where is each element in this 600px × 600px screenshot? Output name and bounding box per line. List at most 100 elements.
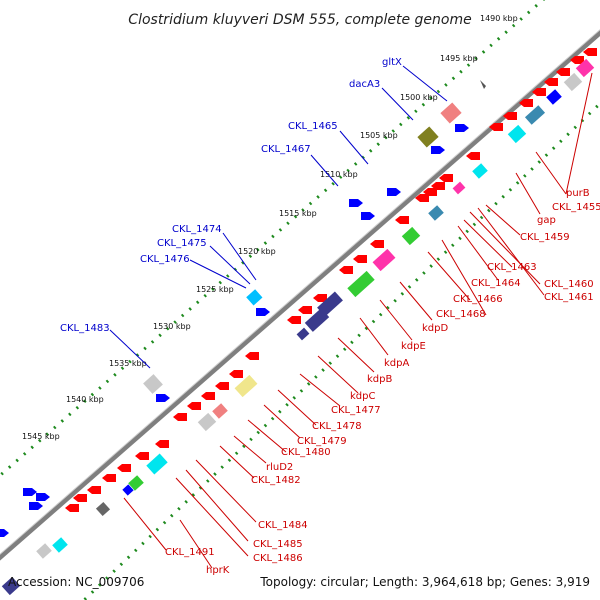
gene-label: CKL_1463 <box>487 262 537 273</box>
gene-label: CKL_1464 <box>471 278 521 289</box>
gene-label: CKL_1476 <box>140 254 190 265</box>
outer-tick-track <box>0 0 546 478</box>
gene-arrow <box>229 370 243 378</box>
gene-label: CKL_1484 <box>258 520 308 531</box>
cog-box <box>246 289 263 306</box>
reverse-cog-boxes <box>1 58 595 596</box>
gene-label: hprK <box>206 565 230 576</box>
gene-label: CKL_1483 <box>60 323 110 334</box>
gene-arrow <box>370 240 384 248</box>
gene-label: CKL_1491 <box>165 547 215 558</box>
gene-label: CKL_1460 <box>544 279 594 290</box>
tick-label: 1525 kbp <box>196 285 234 294</box>
gene-label: CKL_1479 <box>297 436 347 447</box>
cog-box <box>546 89 562 105</box>
gene-arrow <box>215 382 229 390</box>
gene-arrow <box>298 306 312 314</box>
gene-label: purB <box>566 188 590 199</box>
gene-arrow <box>173 413 187 421</box>
gene-arrow <box>245 352 259 360</box>
gene-arrow <box>117 464 131 472</box>
gene-arrow <box>339 266 353 274</box>
gene-arrow <box>353 255 367 263</box>
cog-box <box>317 291 343 317</box>
tick-label: 1515 kbp <box>279 209 317 218</box>
inner-gene-labels: purB CKL_1455 gap CKL_1459 CKL_1463 CKL_… <box>165 188 600 576</box>
gene-arrow <box>455 124 469 132</box>
genome-summary: Topology: circular; Length: 3,964,618 bp… <box>259 575 590 589</box>
gene-arrow <box>431 146 445 154</box>
cog-box <box>122 484 134 496</box>
cog-box <box>95 501 111 517</box>
gene-arrow <box>395 216 409 224</box>
gene-label: CKL_1459 <box>520 232 570 243</box>
gene-arrow <box>439 174 453 182</box>
cog-box <box>143 374 163 394</box>
gene-label: CKL_1466 <box>453 294 503 305</box>
gene-arrow <box>23 488 37 496</box>
gene-label: rluD2 <box>266 462 293 473</box>
cog-box <box>563 72 583 92</box>
gene-arrow <box>201 392 215 400</box>
gene-label: CKL_1467 <box>261 144 311 155</box>
gene-label: kdpD <box>422 323 448 334</box>
cog-box <box>146 453 168 475</box>
cog-box <box>36 543 52 559</box>
tick-label: 1540 kbp <box>66 395 104 404</box>
gene-label: CKL_1482 <box>251 475 301 486</box>
gene-label: gap <box>537 215 556 226</box>
gene-arrow <box>387 188 401 196</box>
gene-label: CKL_1485 <box>253 539 303 550</box>
gene-label: CKL_1455 <box>552 202 600 213</box>
gene-label: kdpE <box>401 341 426 352</box>
gene-arrow <box>102 474 116 482</box>
gene-label: CKL_1474 <box>172 224 222 235</box>
accession-text: Accession: NC_009706 <box>8 575 144 589</box>
gene-label: CKL_1478 <box>312 421 362 432</box>
gene-label: dacA3 <box>349 79 380 90</box>
gene-label: kdpC <box>350 391 375 402</box>
gene-arrow <box>480 80 486 89</box>
tick-label: 1545 kbp <box>22 432 60 441</box>
cog-box <box>507 124 527 144</box>
gene-arrow <box>36 493 50 501</box>
gene-arrow <box>361 212 375 220</box>
gene-arrow <box>583 48 597 56</box>
cog-box <box>1 576 21 596</box>
map-title: Clostridium kluyveri DSM 555, complete g… <box>128 12 471 28</box>
gene-arrow <box>135 452 149 460</box>
gene-arrow <box>29 502 43 510</box>
gene-arrow <box>187 402 201 410</box>
tick-label: 1500 kbp <box>400 93 438 102</box>
inner-tick-track <box>81 101 600 600</box>
gene-label: CKL_1480 <box>281 447 331 458</box>
gene-arrow <box>65 504 79 512</box>
cog-box <box>417 126 439 148</box>
forward-cog-boxes <box>36 102 462 559</box>
cog-box <box>472 163 488 179</box>
cog-box <box>372 248 396 272</box>
gene-label: CKL_1477 <box>331 405 381 416</box>
gene-arrow <box>73 494 87 502</box>
gene-arrow <box>256 308 270 316</box>
tick-labels: 1490 kbp 1495 kbp 1500 kbp 1505 kbp 1510… <box>22 14 518 441</box>
tick-label: 1505 kbp <box>360 131 398 140</box>
gene-arrow <box>87 486 101 494</box>
gene-arrow <box>349 199 363 207</box>
cog-box <box>128 475 144 491</box>
gene-label: gltX <box>382 57 402 68</box>
tick-label: 1530 kbp <box>153 322 191 331</box>
tick-label: 1495 kbp <box>440 54 478 63</box>
gene-arrow <box>156 394 170 402</box>
cog-box <box>428 205 444 221</box>
tick-label: 1510 kbp <box>320 170 358 179</box>
gene-label: CKL_1465 <box>288 121 338 132</box>
gene-label: CKL_1475 <box>157 238 207 249</box>
inner-leader-lines <box>123 72 593 569</box>
gene-arrow <box>0 529 9 537</box>
cog-box <box>304 308 330 332</box>
cog-box <box>452 181 466 195</box>
cog-box <box>234 374 258 398</box>
gene-arrow <box>466 152 480 160</box>
